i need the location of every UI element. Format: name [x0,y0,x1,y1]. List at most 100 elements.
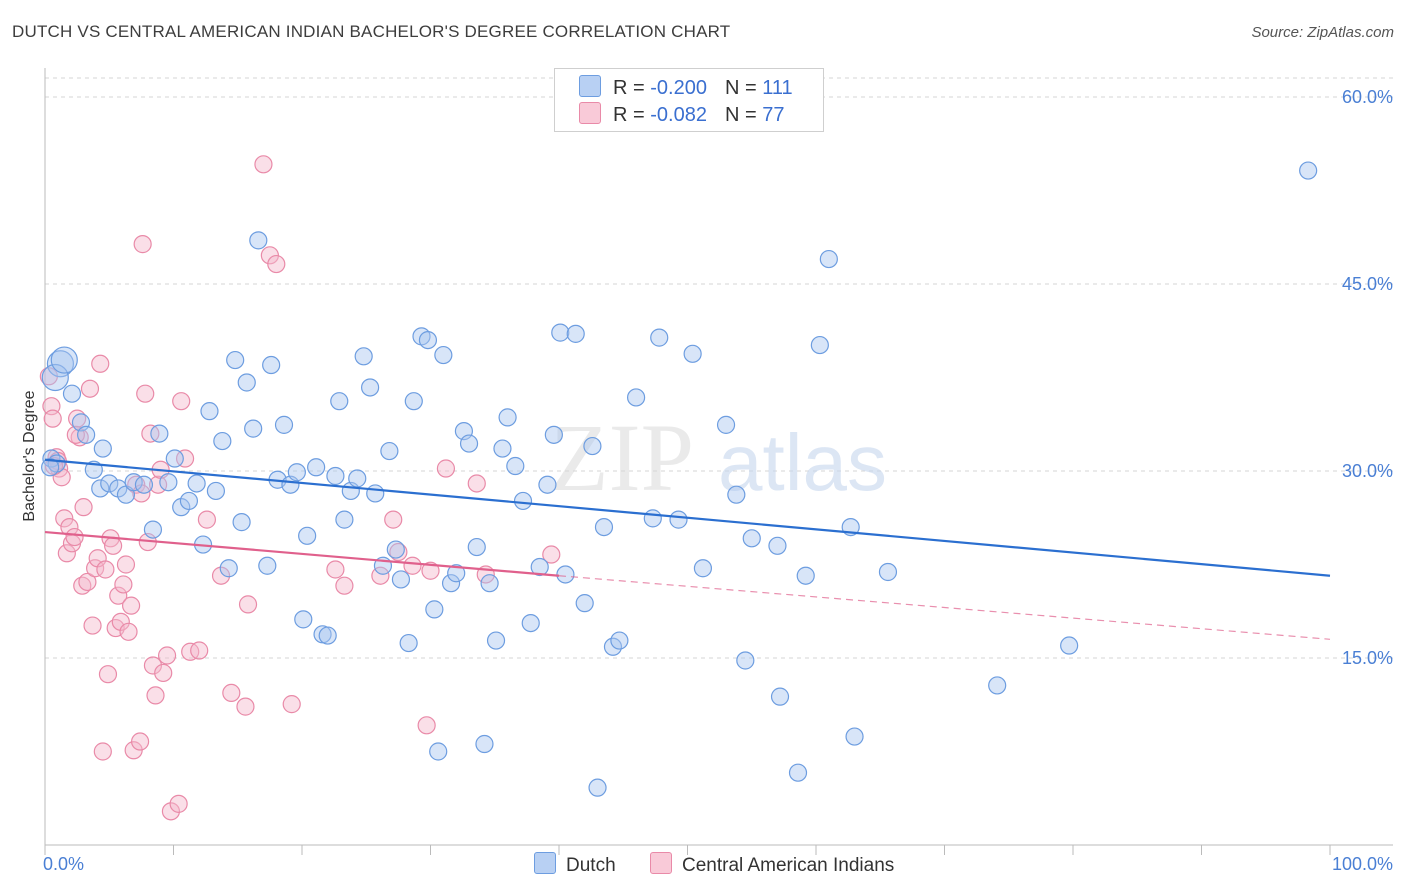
cai-point [172,392,191,411]
cai-point [175,449,195,468]
cai-legend-icon [650,852,672,874]
grid-lines [45,77,1393,659]
cai-point [57,544,76,563]
dutch-point [429,742,448,761]
cai-point [74,498,93,517]
source-label: Source: ZipAtlas.com [1251,24,1394,41]
cai-point [133,235,152,254]
dutch-point [736,651,755,670]
cai-point [335,576,354,595]
dutch-point [506,456,525,476]
dutch-point [348,469,367,488]
tick-labels: 15.0% 30.0% 45.0% 60.0% 0.0% 100.0% [43,87,1393,874]
dutch-point [434,345,453,365]
dutch-point [683,344,702,363]
cai-point [146,686,165,705]
cai-point [197,510,217,529]
dutch-point [788,763,808,782]
dutch-point [274,415,294,434]
dutch-point [330,392,349,411]
dutch-point [988,676,1007,695]
dutch-point [62,384,82,403]
dutch-point [538,475,557,494]
dutch-point [669,510,688,529]
cai-trend-line [44,530,560,577]
dutch-point [768,536,787,555]
dutch-point [810,335,829,355]
legend-row-cai: R = -0.082 N = 77 [579,102,784,126]
dutch-point [693,559,713,578]
cai-point [211,566,231,585]
dutch-point [237,373,256,392]
stats-legend: R = -0.200 N = 111 R = -0.082 N = 77 [554,68,824,132]
cai-point [111,612,130,631]
dutch-point [404,392,423,411]
bottom-legend-cai[interactable]: Central American Indians [650,852,894,877]
y-tick-label-15: 15.0% [1342,648,1393,668]
cai-point [169,794,188,813]
cai-point [80,379,100,398]
dutch-point [143,520,163,539]
cai-legend-label: Central American Indians [682,855,895,876]
legend-row-dutch: R = -0.200 N = 111 [579,75,793,99]
x-tick-label-min: 0.0% [43,854,84,874]
dutch-point [335,510,354,529]
dutch-point [91,479,110,498]
cai-point [190,641,209,660]
cai-point [238,595,258,614]
cai-point [65,527,84,547]
cai-point [384,510,403,529]
dutch-legend-icon [534,852,556,874]
dutch-point [643,509,662,528]
dutch-point [626,388,646,407]
cai-point [116,555,136,574]
dutch-point [391,570,411,589]
cai-n-label: N = [724,104,763,126]
cai-n-value: 77 [762,104,785,126]
dutch-points [41,161,1318,797]
cai-point [93,742,112,761]
dutch-point [845,727,864,746]
dutch-point [307,458,326,477]
cai-point [83,616,102,635]
dutch-point [226,350,245,370]
dutch-point [425,600,444,619]
cai-point [254,155,273,174]
cai-point [236,697,255,716]
dutch-trend-line [44,458,1331,577]
dutch-point [134,475,154,494]
dutch-point [399,633,418,653]
watermark-zip: ZIP [550,404,694,511]
dutch-point [77,425,96,444]
dutch-point [467,537,486,557]
dutch-point [287,463,306,482]
cai-point [421,561,440,580]
dutch-point [361,378,380,397]
cai-point [91,354,110,373]
cai-point [282,695,301,714]
dutch-point [249,231,268,250]
y-tick-label-30: 30.0% [1342,461,1393,481]
dutch-n-value: 111 [762,77,793,99]
dutch-point [521,613,540,633]
cai-point [104,536,123,555]
dutch-point [41,363,69,392]
dutch-point [366,484,385,503]
cai-point [154,663,173,683]
bottom-legend-dutch[interactable]: Dutch [534,852,616,877]
cai-point [326,560,345,579]
cai-point [542,545,561,564]
dutch-point [819,249,838,269]
cai-point [389,542,408,562]
y-axis-label: Bachelor's Degree [21,390,38,521]
dutch-point [498,408,517,427]
dutch-point [480,574,499,593]
dutch-point [441,574,461,593]
dutch-point [46,350,75,378]
dutch-swatch-icon [579,75,601,97]
cai-point [119,622,138,641]
dutch-point [50,346,78,374]
dutch-point [447,564,466,583]
cai-point [417,716,436,735]
dutch-point [544,425,563,444]
